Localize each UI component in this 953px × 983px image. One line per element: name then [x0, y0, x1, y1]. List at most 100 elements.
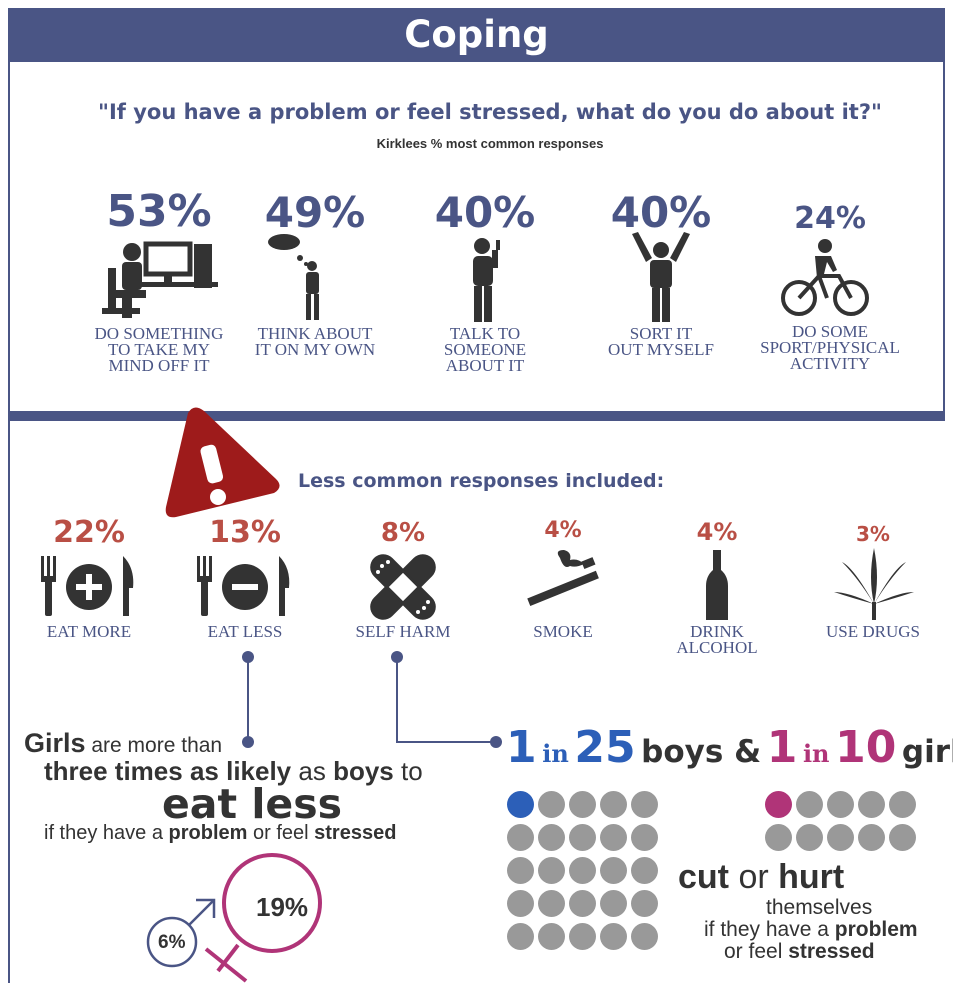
response-label-line: MIND OFF IT [108, 356, 210, 375]
dot [538, 890, 565, 917]
response-drink-alcohol: 4% DRINK ALCOHOL [664, 518, 770, 656]
dot [600, 923, 627, 950]
response-percent: 53% [106, 186, 212, 237]
dot [827, 791, 854, 818]
response-percent: 8% [380, 518, 426, 548]
dot [631, 857, 658, 884]
dot [569, 923, 596, 950]
cyclist-icon [781, 239, 869, 316]
girls-stat-line-2: three times as likely as boys to [44, 756, 423, 786]
arms-raised-person-icon [632, 232, 690, 322]
response-smoke: 4% SMOKE [510, 518, 616, 640]
response-label-line: DRINK [690, 622, 744, 641]
response-percent: 4% [696, 518, 738, 546]
dot [631, 923, 658, 950]
section-divider [8, 411, 945, 421]
computer-desk-icon [102, 241, 218, 318]
dot [507, 890, 534, 917]
cut-hurt-line-3: if they have a problem [704, 918, 918, 941]
response-percent: 13% [209, 515, 281, 550]
thinking-person-icon [268, 234, 319, 320]
response-label-line: TALK TO [449, 324, 521, 343]
dot [569, 890, 596, 917]
dot [827, 824, 854, 851]
dot [631, 824, 658, 851]
response-label-line: SOMEONE [443, 340, 527, 359]
response-percent: 22% [53, 515, 125, 550]
response-self-harm: 8% SELF HARM [350, 518, 456, 640]
dot [507, 857, 534, 884]
dot [889, 791, 916, 818]
response-think: 49% THINK ABOUT IT ON MY OWN [240, 188, 390, 359]
dot [569, 824, 596, 851]
frame-border-left [8, 62, 10, 983]
response-label-line: IT ON MY OWN [254, 340, 376, 359]
response-distraction: 53% DO SOMETHING TO TAKE MY MIND OFF IT [84, 186, 234, 375]
frame-border-right [943, 62, 945, 412]
dot [858, 791, 885, 818]
girls-ratio-num: 1 [766, 722, 798, 773]
response-label-line: ALCOHOL [676, 638, 758, 657]
dot [889, 824, 916, 851]
response-label-line: ACTIVITY [789, 354, 871, 373]
cigarette-icon [527, 550, 599, 606]
dot [538, 923, 565, 950]
girls-ratio-den: 10 [835, 722, 897, 773]
response-talk: 40% TALK TO SOMEONE ABOUT IT [410, 188, 560, 375]
response-percent: 4% [544, 518, 582, 543]
ratio-headline: 1 in 25 boys & 1 in 10 girls [506, 722, 953, 773]
boys-percent: 6% [158, 932, 186, 953]
response-label-line: SELF HARM [355, 622, 451, 641]
response-label-line: DO SOME [791, 322, 869, 341]
response-sport: 24% DO SOME SPORT/PHYSICAL ACTIVITY [755, 201, 905, 373]
dot [600, 857, 627, 884]
response-percent: 40% [434, 188, 536, 237]
male-symbol-icon [146, 898, 216, 968]
eat-less-icon [197, 556, 290, 616]
response-percent: 49% [264, 188, 366, 237]
response-label-line: SORT IT [629, 324, 693, 343]
boys-ratio-den: 25 [574, 722, 636, 773]
dot [507, 824, 534, 851]
response-label-line: TO TAKE MY [108, 340, 210, 359]
dot [631, 791, 658, 818]
response-sort-out: 40% SORT IT OUT MYSELF [586, 188, 736, 359]
phone-person-icon [473, 238, 500, 322]
highlighted-dot [765, 791, 792, 818]
dot [600, 791, 627, 818]
response-percent: 40% [610, 188, 712, 237]
dot [538, 791, 565, 818]
response-label-line: OUT MYSELF [608, 340, 714, 359]
cut-hurt-line-2: themselves [766, 896, 873, 919]
girls-stat-line-4: if they have a problem or feel stressed [44, 822, 397, 844]
highlighted-dot [507, 791, 534, 818]
dot [858, 824, 885, 851]
page-title: Coping [8, 8, 945, 62]
cut-hurt-line-4: or feel stressed [724, 940, 875, 963]
bottle-icon [706, 550, 728, 620]
boys-ratio-num: 1 [506, 722, 537, 773]
dot [765, 824, 792, 851]
response-label-line: DO SOMETHING [94, 324, 224, 343]
survey-question: "If you have a problem or feel stressed,… [98, 100, 882, 124]
survey-subtitle: Kirklees % most common responses [376, 136, 604, 151]
response-use-drugs: 3% USE DRUGS [820, 524, 926, 640]
response-percent: 24% [794, 201, 866, 236]
response-label-line: THINK ABOUT [257, 324, 373, 343]
response-label-line: EAT MORE [46, 622, 132, 641]
cut-hurt-line-1: cut or hurt [678, 858, 845, 896]
girls-stat-line-1: Girls are more than [24, 728, 223, 758]
dot [507, 923, 534, 950]
response-label-line: USE DRUGS [826, 622, 920, 641]
response-eat-more: 22% EAT MORE [36, 515, 142, 640]
girls-percent: 19% [256, 892, 309, 922]
response-eat-less: 13% EAT LESS [192, 515, 298, 640]
dot [796, 791, 823, 818]
dot [600, 824, 627, 851]
response-label-line: SMOKE [533, 622, 593, 641]
dot [796, 824, 823, 851]
eat-more-icon [41, 556, 134, 616]
response-label-line: ABOUT IT [445, 356, 525, 375]
dot [631, 890, 658, 917]
